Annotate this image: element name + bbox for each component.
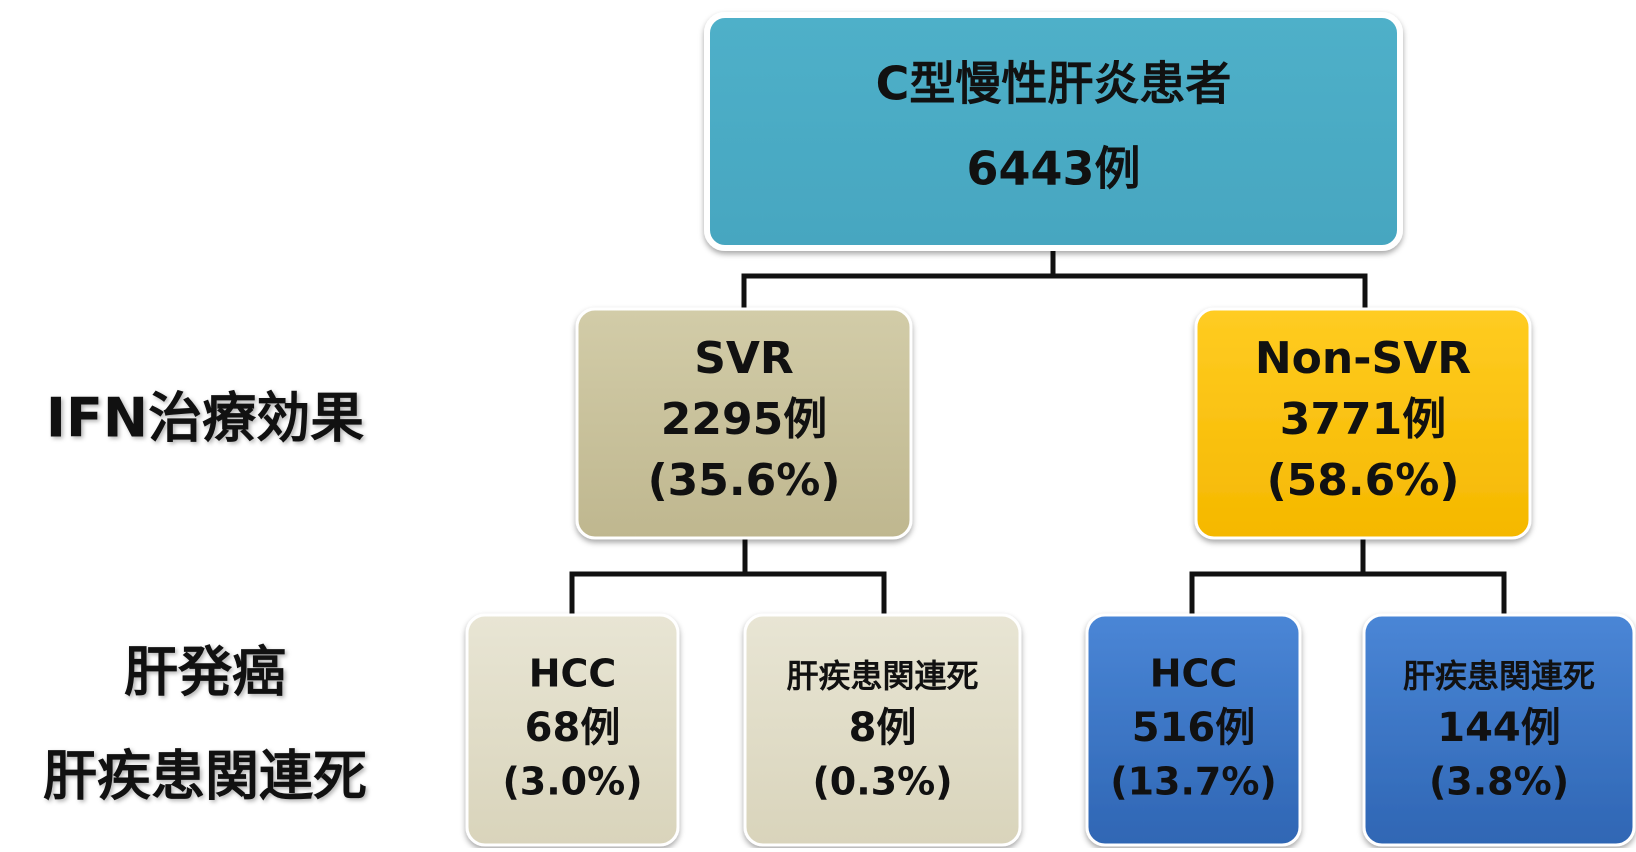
node-text: Non-SVR (1255, 333, 1471, 384)
node-text: 肝疾患関連死 (1403, 657, 1595, 695)
node-text: 3771例 (1280, 394, 1446, 445)
connector (741, 273, 1368, 309)
node-box (743, 613, 1022, 847)
node-text: C型慢性肝炎患者 (876, 57, 1232, 111)
node-box (1194, 307, 1532, 540)
node-text: HCC (1150, 652, 1238, 696)
node-text: 144例 (1437, 705, 1561, 751)
node-text: 肝疾患関連死 (786, 657, 978, 695)
node-box (575, 307, 913, 540)
side-label: IFN治療効果 (46, 387, 364, 450)
node-text: 68例 (525, 705, 621, 751)
node-text: HCC (529, 652, 617, 696)
node-box (465, 613, 680, 847)
side-label: 肝発癌 (124, 641, 286, 704)
side-label: 肝疾患関連死 (43, 745, 367, 808)
node-text: (3.0%) (502, 760, 642, 804)
node-box (704, 12, 1403, 251)
node-text: 8例 (849, 705, 917, 751)
node-text: 516例 (1132, 705, 1256, 751)
node-text: 6443例 (966, 142, 1140, 196)
node-text: (3.8%) (1429, 760, 1569, 804)
connector (1189, 571, 1507, 615)
node-text: (13.7%) (1110, 760, 1277, 804)
connector (569, 571, 887, 615)
node-box (1085, 613, 1302, 847)
node-box (1362, 613, 1636, 847)
node-text: 2295例 (661, 394, 827, 445)
connectors (569, 248, 1507, 615)
node-text: SVR (694, 333, 794, 384)
node-text: (35.6%) (648, 455, 841, 506)
node-text: (0.3%) (812, 760, 952, 804)
node-text: (58.6%) (1267, 455, 1460, 506)
